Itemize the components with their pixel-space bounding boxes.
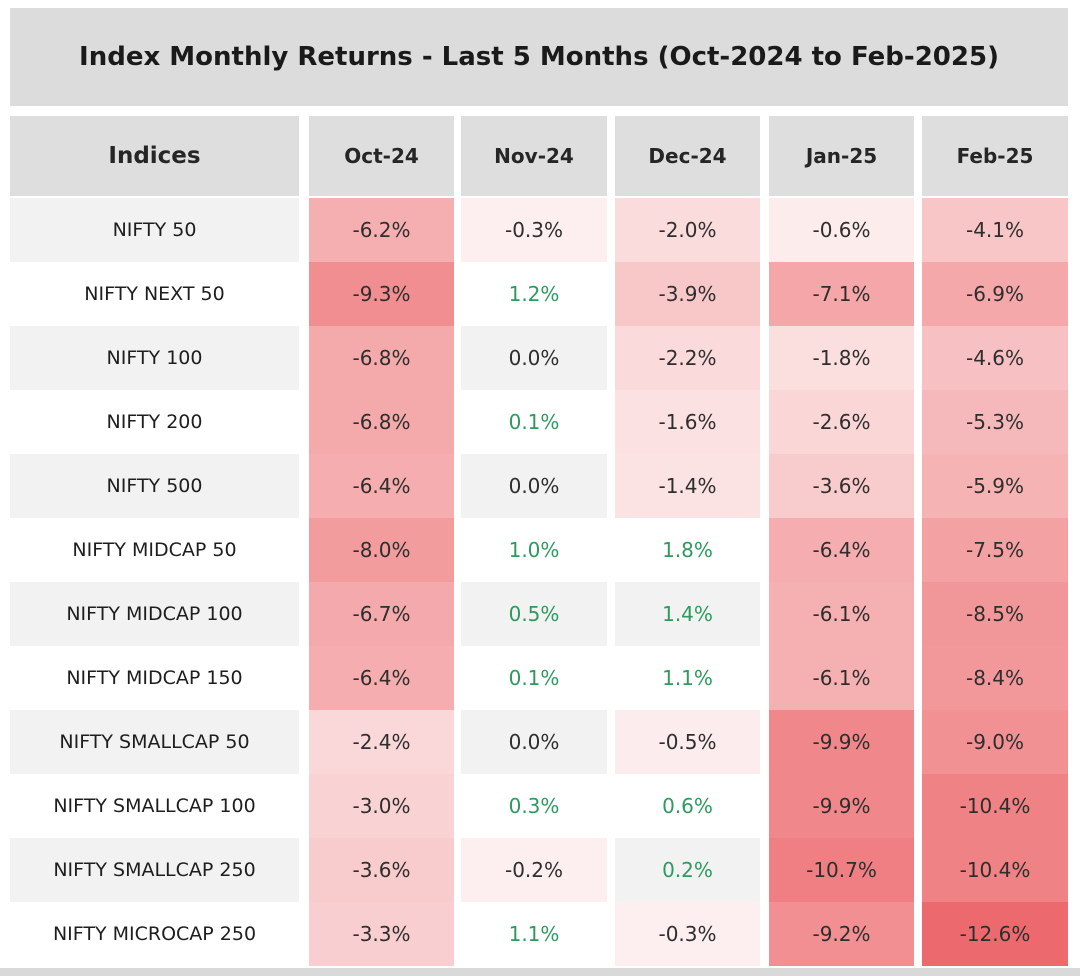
return-cell: -3.9%: [615, 262, 760, 326]
return-cell: -6.2%: [309, 198, 454, 262]
bottom-divider: [0, 968, 1080, 976]
return-cell: 0.0%: [461, 710, 607, 774]
column-header-month: Dec-24: [615, 116, 760, 196]
index-name: NIFTY 50: [10, 198, 299, 262]
return-cell: 0.6%: [615, 774, 760, 838]
return-cell: -2.0%: [615, 198, 760, 262]
return-cell: -8.5%: [922, 582, 1068, 646]
return-cell: -4.6%: [922, 326, 1068, 390]
index-name: NIFTY MIDCAP 100: [10, 582, 299, 646]
return-cell: -6.1%: [769, 646, 914, 710]
index-name: NIFTY 500: [10, 454, 299, 518]
return-cell: 1.1%: [461, 902, 607, 966]
return-cell: 1.0%: [461, 518, 607, 582]
return-cell: -10.4%: [922, 774, 1068, 838]
return-cell: -4.1%: [922, 198, 1068, 262]
index-name: NIFTY MIDCAP 50: [10, 518, 299, 582]
return-cell: 0.1%: [461, 646, 607, 710]
chart-title: Index Monthly Returns - Last 5 Months (O…: [10, 8, 1068, 106]
return-cell: -9.9%: [769, 710, 914, 774]
return-cell: -0.3%: [615, 902, 760, 966]
return-cell: -3.6%: [309, 838, 454, 902]
column-header-indices: Indices: [10, 116, 299, 196]
column-header-month: Oct-24: [309, 116, 454, 196]
return-cell: 0.1%: [461, 390, 607, 454]
return-cell: -6.8%: [309, 390, 454, 454]
return-cell: 0.2%: [615, 838, 760, 902]
return-cell: -3.6%: [769, 454, 914, 518]
column-header-month: Feb-25: [922, 116, 1068, 196]
index-name: NIFTY 200: [10, 390, 299, 454]
return-cell: -3.0%: [309, 774, 454, 838]
return-cell: -6.7%: [309, 582, 454, 646]
return-cell: -9.9%: [769, 774, 914, 838]
return-cell: -2.6%: [769, 390, 914, 454]
return-cell: -2.2%: [615, 326, 760, 390]
index-name: NIFTY NEXT 50: [10, 262, 299, 326]
return-cell: -0.2%: [461, 838, 607, 902]
return-cell: -10.7%: [769, 838, 914, 902]
return-cell: 1.8%: [615, 518, 760, 582]
return-cell: -1.8%: [769, 326, 914, 390]
column-header-month: Nov-24: [461, 116, 607, 196]
return-cell: -9.3%: [309, 262, 454, 326]
return-cell: -8.4%: [922, 646, 1068, 710]
index-name: NIFTY MICROCAP 250: [10, 902, 299, 966]
return-cell: -9.0%: [922, 710, 1068, 774]
return-cell: -7.5%: [922, 518, 1068, 582]
return-cell: -1.4%: [615, 454, 760, 518]
return-cell: -3.3%: [309, 902, 454, 966]
return-cell: -0.3%: [461, 198, 607, 262]
return-cell: 0.0%: [461, 454, 607, 518]
return-cell: 0.3%: [461, 774, 607, 838]
return-cell: -7.1%: [769, 262, 914, 326]
return-cell: -6.4%: [309, 454, 454, 518]
index-name: NIFTY MIDCAP 150: [10, 646, 299, 710]
return-cell: -6.8%: [309, 326, 454, 390]
column-header-month: Jan-25: [769, 116, 914, 196]
return-cell: -0.5%: [615, 710, 760, 774]
index-name: NIFTY SMALLCAP 250: [10, 838, 299, 902]
return-cell: 1.2%: [461, 262, 607, 326]
index-name: NIFTY SMALLCAP 50: [10, 710, 299, 774]
return-cell: -12.6%: [922, 902, 1068, 966]
return-cell: -6.9%: [922, 262, 1068, 326]
return-cell: -0.6%: [769, 198, 914, 262]
index-name: NIFTY 100: [10, 326, 299, 390]
index-name: NIFTY SMALLCAP 100: [10, 774, 299, 838]
return-cell: -9.2%: [769, 902, 914, 966]
return-cell: -2.4%: [309, 710, 454, 774]
return-cell: -6.4%: [309, 646, 454, 710]
return-cell: 0.0%: [461, 326, 607, 390]
return-cell: -6.1%: [769, 582, 914, 646]
return-cell: 1.4%: [615, 582, 760, 646]
return-cell: -1.6%: [615, 390, 760, 454]
return-cell: 0.5%: [461, 582, 607, 646]
return-cell: 1.1%: [615, 646, 760, 710]
return-cell: -8.0%: [309, 518, 454, 582]
return-cell: -5.3%: [922, 390, 1068, 454]
return-cell: -5.9%: [922, 454, 1068, 518]
return-cell: -6.4%: [769, 518, 914, 582]
return-cell: -10.4%: [922, 838, 1068, 902]
